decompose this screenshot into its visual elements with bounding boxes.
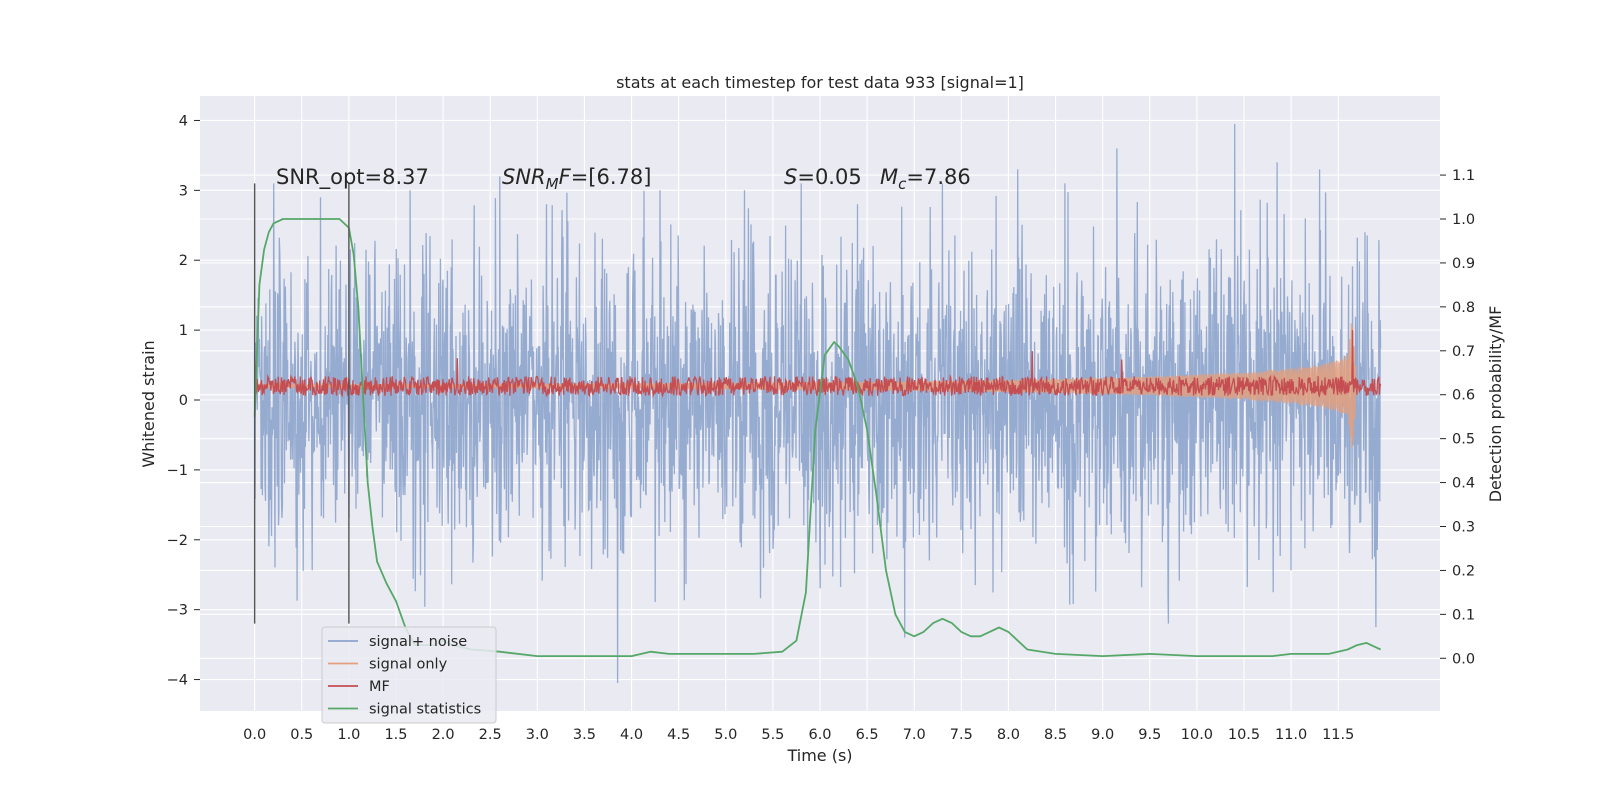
annotation-s-symbol: S — [784, 165, 797, 189]
y-tick-label-right: 1.1 — [1452, 168, 1475, 184]
y-tick-label-right: 1.0 — [1452, 212, 1475, 228]
y-tick-label-left: 0 — [179, 393, 188, 409]
annotation-snr-mf-symbol: SNR — [502, 165, 546, 189]
x-tick-label: 6.5 — [856, 727, 879, 743]
annotations: SNR_opt=8.37 SNRMF=[6.78] S=0.05 Mc=7.86 — [276, 165, 971, 193]
x-tick-label: 9.0 — [1091, 727, 1114, 743]
x-tick-label: 11.0 — [1275, 727, 1307, 743]
y-tick-label-right: 0.8 — [1452, 300, 1475, 316]
x-tick-label: 8.5 — [1044, 727, 1067, 743]
y-tick-label-left: −4 — [167, 673, 188, 689]
y-tick-label-left: −1 — [167, 463, 188, 479]
x-tick-label: 5.0 — [714, 727, 737, 743]
legend: signal+ noise signal only MF signal statist… — [321, 626, 497, 724]
y-axis-title-right: Detection probability/MF — [1486, 306, 1505, 503]
y-tick-label-left: 3 — [179, 183, 188, 199]
x-tick-label: 2.5 — [479, 727, 502, 743]
annotation-snr-opt: SNR_opt=8.37 — [276, 165, 429, 190]
x-tick-label: 4.5 — [667, 727, 690, 743]
chart-title: stats at each timestep for test data 933… — [616, 73, 1024, 92]
y-tick-label-right: 0.1 — [1452, 607, 1475, 623]
y-axis-title-left: Whitened strain — [139, 340, 158, 467]
y-tick-label-left: 4 — [179, 113, 188, 129]
legend-box — [321, 626, 497, 724]
x-tick-label: 4.0 — [620, 727, 643, 743]
x-tick-label: 1.0 — [337, 727, 360, 743]
y-tick-label-left: 1 — [179, 323, 188, 339]
x-axis-title: Time (s) — [786, 746, 852, 765]
annotation-s-value: =0.05 — [797, 165, 861, 189]
legend-label: signal only — [369, 657, 448, 673]
x-tick-label: 10.0 — [1181, 727, 1213, 743]
annotation-snr-mf: SNRMF=[6.78] — [502, 165, 651, 193]
y-tick-label-left: 2 — [179, 253, 188, 269]
y-tick-label-right: 0.6 — [1452, 388, 1475, 404]
legend-label: signal statistics — [369, 702, 481, 718]
legend-items: signal+ noise signal only MF signal statist… — [328, 634, 481, 718]
y-tick-label-left: −3 — [167, 603, 188, 619]
x-tick-label: 2.0 — [432, 727, 455, 743]
y-tick-label-right: 0.5 — [1452, 432, 1475, 448]
x-tick-label: 7.0 — [903, 727, 926, 743]
x-tick-label: 5.5 — [761, 727, 784, 743]
y-tick-label-right: 0.4 — [1452, 476, 1475, 492]
annotation-mc-value: =7.86 — [906, 165, 970, 189]
axes: 0.0 0.5 1.0 1.5 2.0 2.5 3.0 3.5 4.0 4.5 5.0 5.5 6.0 6… — [167, 113, 1475, 743]
x-tick-label: 0.0 — [243, 727, 266, 743]
y-tick-label-right: 0.3 — [1452, 520, 1475, 536]
x-tick-label: 7.5 — [950, 727, 973, 743]
x-tick-label: 8.0 — [997, 727, 1020, 743]
series-mf-line — [254, 330, 1382, 398]
x-tick-label: 1.5 — [384, 727, 407, 743]
annotation-s: S=0.05 — [784, 165, 862, 189]
x-tick-label: 0.5 — [290, 727, 313, 743]
x-tick-label: 6.0 — [808, 727, 831, 743]
y-tick-label-right: 0.2 — [1452, 563, 1475, 579]
x-tick-label: 11.5 — [1322, 727, 1354, 743]
annotation-mc-subscript: c — [898, 175, 907, 193]
annotation-snr-mf-subscript: M — [546, 175, 559, 193]
legend-label: MF — [369, 679, 390, 695]
legend-label: signal+ noise — [369, 634, 467, 650]
y-tick-label-left: −2 — [167, 533, 188, 549]
x-tick-label: 3.0 — [526, 727, 549, 743]
x-tick-label: 10.5 — [1228, 727, 1260, 743]
annotation-mc: Mc=7.86 — [880, 165, 971, 193]
annotation-snr-mf-value: =[6.78] — [571, 165, 652, 189]
x-tick-label: 9.5 — [1138, 727, 1161, 743]
annotation-snr-mf-f: F — [559, 165, 572, 189]
data-layer — [253, 123, 1382, 684]
y-tick-label-right: 0.7 — [1452, 344, 1475, 360]
y-tick-label-right: 0.9 — [1452, 256, 1475, 272]
x-tick-label: 3.5 — [573, 727, 596, 743]
y-tick-label-right: 0.0 — [1452, 651, 1475, 667]
annotation-mc-symbol: M — [880, 165, 898, 189]
series-signal-noise-line — [254, 123, 1382, 684]
series-signal-statistics-line — [253, 218, 1381, 657]
